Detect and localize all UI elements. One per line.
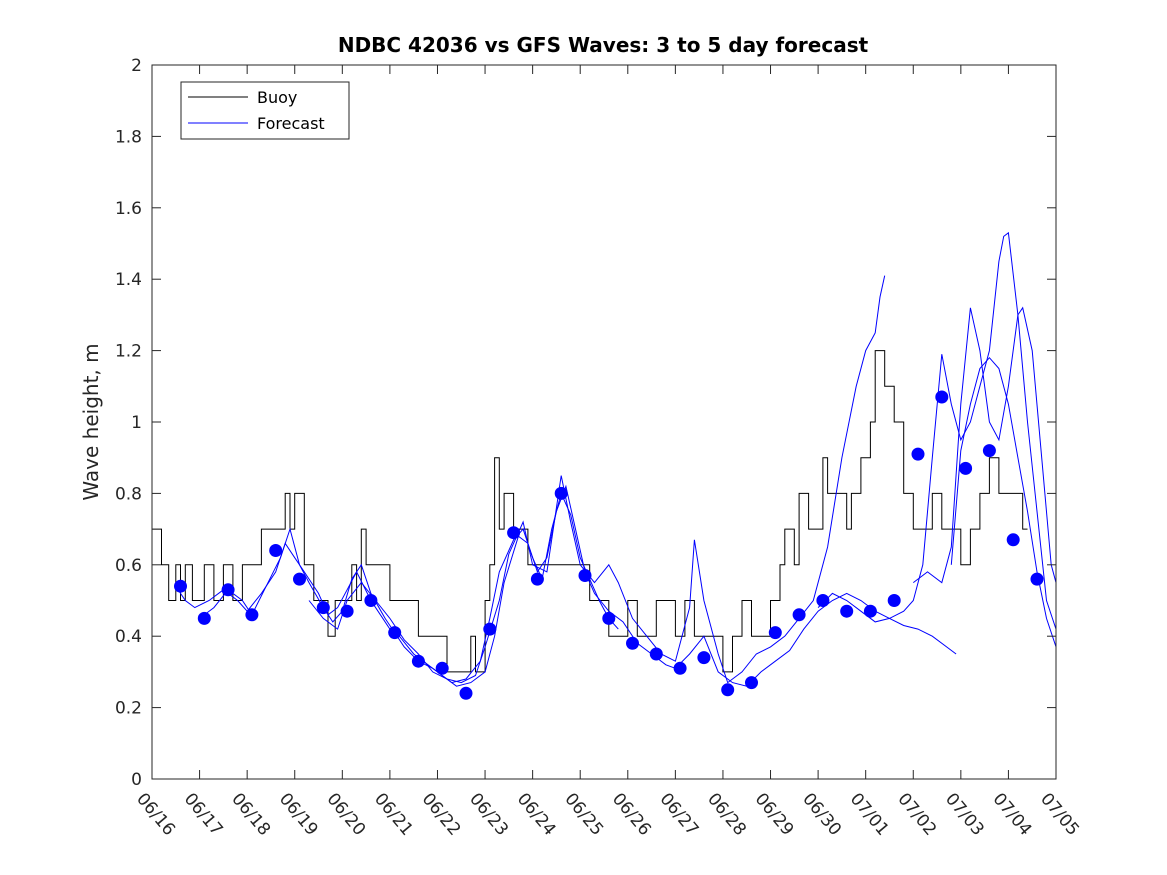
- forecast-marker: [673, 661, 687, 675]
- series-forecast-line-5: [912, 306, 1057, 584]
- x-tick-label: 06/20: [322, 789, 369, 839]
- y-tick-label: 1.6: [115, 199, 142, 219]
- series-forecast-line-6: [950, 356, 1057, 648]
- x-tick-label: 06/24: [513, 789, 560, 839]
- forecast-marker: [340, 604, 354, 618]
- series-forecast-line-3: [308, 275, 886, 684]
- marker-layer: [174, 390, 1044, 700]
- forecast-marker: [554, 486, 568, 500]
- forecast-marker: [840, 604, 854, 618]
- forecast-marker: [602, 611, 616, 625]
- forecast-marker: [507, 526, 521, 540]
- y-tick-label: 2: [131, 56, 142, 76]
- forecast-marker: [911, 447, 925, 461]
- forecast-marker: [221, 583, 235, 597]
- x-tick-label: 06/16: [132, 789, 179, 839]
- forecast-marker: [792, 608, 806, 622]
- x-tick-label: 06/26: [608, 789, 655, 839]
- x-axis: 06/16 06/17 06/18 06/19 06/20 06/21 06/22 06/23…: [132, 65, 1083, 840]
- forecast-marker: [1006, 533, 1020, 547]
- forecast-marker: [935, 390, 949, 404]
- y-tick-label: 0.4: [115, 627, 142, 647]
- x-tick-label: 06/30: [798, 789, 845, 839]
- y-tick-label: 1: [131, 413, 142, 433]
- y-tick-label: 1.8: [115, 127, 142, 147]
- forecast-marker: [174, 579, 187, 593]
- forecast-marker: [293, 572, 306, 586]
- y-tick-label: 0: [131, 770, 142, 790]
- y-axis-label: Wave height, m: [79, 343, 103, 500]
- x-tick-label: 06/22: [418, 789, 465, 839]
- x-tick-label: 06/19: [275, 789, 322, 839]
- series-forecast-line-2: [199, 484, 957, 687]
- y-tick-label: 0.8: [115, 484, 142, 504]
- forecast-marker: [887, 594, 901, 607]
- forecast-marker: [816, 594, 830, 607]
- forecast-marker: [982, 444, 996, 458]
- y-tick-label: 0.2: [115, 699, 142, 719]
- forecast-marker: [626, 636, 639, 650]
- x-tick-label: 07/01: [846, 789, 893, 839]
- x-tick-label: 06/23: [465, 789, 512, 839]
- x-tick-label: 07/04: [989, 789, 1036, 839]
- legend-box: [180, 81, 350, 140]
- forecast-marker: [459, 686, 473, 700]
- forecast-marker: [364, 594, 378, 607]
- x-tick-label: 06/29: [751, 789, 798, 839]
- series-buoy-line: [152, 350, 1028, 673]
- forecast-marker: [863, 604, 877, 618]
- forecast-marker: [1030, 572, 1044, 586]
- x-tick-label: 06/27: [656, 789, 703, 839]
- x-tick-label: 06/18: [227, 789, 274, 839]
- plot-frame: [151, 64, 1057, 780]
- forecast-marker: [388, 626, 402, 640]
- forecast-marker: [411, 654, 425, 668]
- forecast-marker: [316, 601, 330, 615]
- legend: Buoy Forecast: [180, 81, 350, 140]
- x-tick-label: 07/03: [941, 789, 988, 839]
- forecast-marker: [435, 661, 449, 675]
- legend-label-buoy: Buoy: [257, 88, 297, 107]
- forecast-marker: [768, 626, 782, 640]
- forecast-marker: [269, 544, 283, 557]
- forecast-marker: [197, 611, 211, 625]
- legend-label-forecast: Forecast: [257, 114, 325, 133]
- forecast-marker: [578, 569, 592, 582]
- y-tick-label: 1.2: [115, 342, 142, 362]
- forecast-marker: [483, 622, 497, 636]
- series-forecast-line-4: [817, 231, 1057, 630]
- forecast-marker: [721, 683, 735, 697]
- y-tick-label: 1.4: [115, 270, 142, 290]
- forecast-marker: [649, 647, 663, 661]
- x-tick-label: 06/17: [180, 789, 227, 839]
- forecast-marker: [745, 676, 758, 690]
- forecast-marker: [245, 608, 259, 622]
- x-tick-label: 06/28: [703, 789, 750, 839]
- forecast-marker: [697, 651, 711, 665]
- x-tick-label: 07/02: [893, 789, 940, 839]
- x-tick-label: 07/05: [1036, 789, 1083, 839]
- x-tick-label: 06/21: [370, 789, 417, 839]
- chart-title: NDBC 42036 vs GFS Waves: 3 to 5 day fore…: [338, 33, 869, 57]
- forecast-marker: [959, 461, 973, 475]
- x-tick-label: 06/25: [560, 789, 607, 839]
- forecast-marker: [530, 572, 544, 586]
- y-axis: 0 0.2 0.4 0.6 0.8 1 1.2 1.4 1.6 1.8 2: [115, 56, 1056, 790]
- y-tick-label: 0.6: [115, 556, 142, 576]
